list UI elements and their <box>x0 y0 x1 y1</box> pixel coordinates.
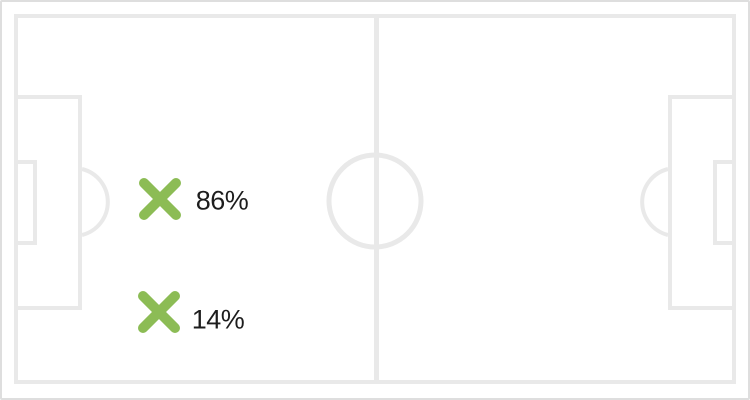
x-cross-icon <box>138 291 180 333</box>
data-point-label: 86% <box>195 185 249 216</box>
goal-area-right <box>713 160 736 245</box>
center-circle <box>326 152 424 250</box>
data-point-marker <box>137 176 183 222</box>
x-cross-icon <box>139 178 181 220</box>
data-point-marker <box>136 289 182 335</box>
penalty-arc-left <box>81 167 110 237</box>
penalty-arc-right <box>640 167 669 237</box>
goal-area-left <box>14 160 37 245</box>
data-point-label: 14% <box>191 304 245 335</box>
